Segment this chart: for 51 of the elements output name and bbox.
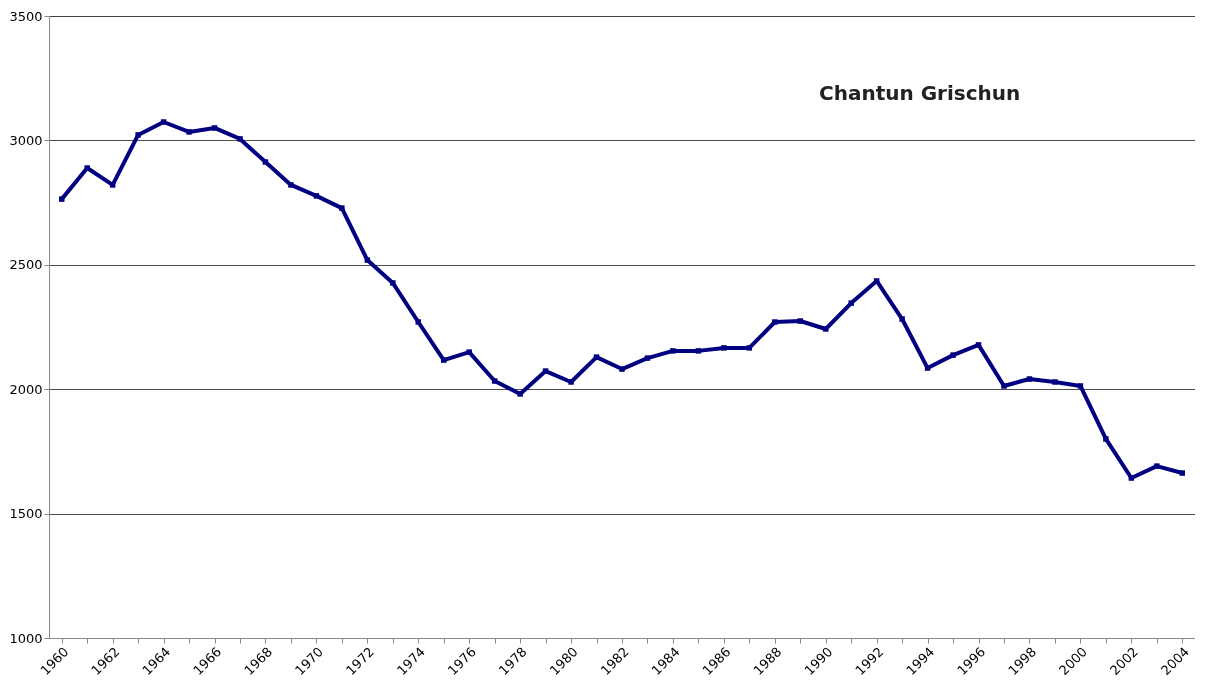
y-tick-label: 3500 <box>9 8 43 24</box>
point <box>491 378 498 384</box>
point <box>237 136 243 142</box>
point <box>975 342 982 348</box>
point <box>822 326 829 332</box>
point <box>262 159 269 165</box>
point <box>670 348 676 354</box>
point <box>135 132 141 138</box>
point <box>1128 475 1135 481</box>
point <box>1077 383 1084 389</box>
point <box>160 119 167 125</box>
point <box>1001 383 1007 389</box>
point <box>797 318 803 324</box>
point <box>848 300 854 306</box>
point <box>517 391 523 397</box>
y-tick-label: 3000 <box>9 132 43 148</box>
y-tick-label: 1000 <box>9 630 43 646</box>
point <box>619 366 625 372</box>
point <box>772 319 778 325</box>
point <box>1026 376 1033 382</box>
point <box>746 345 753 351</box>
point <box>644 355 651 361</box>
point <box>1052 379 1058 385</box>
point <box>440 357 447 363</box>
y-tick-label: 2500 <box>9 257 43 273</box>
point <box>899 316 905 322</box>
point <box>186 129 192 135</box>
point <box>1103 436 1109 442</box>
point <box>721 345 727 351</box>
point <box>593 354 600 360</box>
point <box>695 348 702 354</box>
point <box>568 379 574 385</box>
y-tick-label: 2000 <box>9 381 43 397</box>
point <box>84 165 90 171</box>
point <box>542 368 549 374</box>
point <box>415 319 421 325</box>
point <box>211 125 218 131</box>
point <box>58 196 65 202</box>
point <box>288 182 294 188</box>
point <box>339 205 345 211</box>
point <box>364 257 371 263</box>
point <box>109 182 116 188</box>
point <box>390 280 396 286</box>
point <box>924 365 931 371</box>
point <box>950 352 956 358</box>
text: Chantun Grischun <box>819 81 1021 105</box>
point <box>466 349 472 355</box>
point <box>1154 463 1160 469</box>
y-tick-label: 1500 <box>9 506 43 522</box>
point <box>313 193 320 199</box>
point <box>1179 470 1185 476</box>
